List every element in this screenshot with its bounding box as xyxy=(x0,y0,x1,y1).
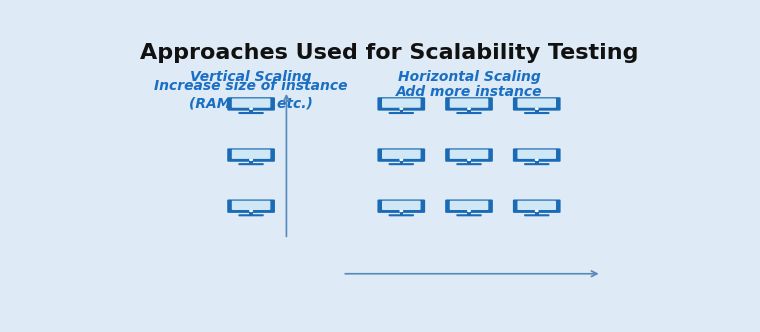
FancyBboxPatch shape xyxy=(513,148,561,162)
FancyBboxPatch shape xyxy=(232,201,271,210)
FancyBboxPatch shape xyxy=(518,201,556,210)
Text: Horizontal Scaling: Horizontal Scaling xyxy=(397,70,540,84)
FancyBboxPatch shape xyxy=(227,97,275,111)
FancyBboxPatch shape xyxy=(227,200,275,213)
FancyBboxPatch shape xyxy=(450,201,489,210)
Circle shape xyxy=(400,108,403,109)
Bar xyxy=(467,212,470,215)
FancyBboxPatch shape xyxy=(445,97,493,111)
FancyBboxPatch shape xyxy=(227,148,275,162)
Bar xyxy=(400,110,403,113)
FancyBboxPatch shape xyxy=(239,112,264,114)
FancyBboxPatch shape xyxy=(450,149,489,159)
FancyBboxPatch shape xyxy=(445,200,493,213)
FancyBboxPatch shape xyxy=(378,97,425,111)
FancyBboxPatch shape xyxy=(518,149,556,159)
FancyBboxPatch shape xyxy=(456,163,482,165)
Bar xyxy=(467,161,470,164)
FancyBboxPatch shape xyxy=(388,214,414,216)
Text: Add more instance: Add more instance xyxy=(396,85,543,99)
Bar xyxy=(249,110,253,113)
Circle shape xyxy=(536,159,538,160)
Circle shape xyxy=(467,210,470,211)
Circle shape xyxy=(536,108,538,109)
FancyBboxPatch shape xyxy=(382,149,420,159)
FancyBboxPatch shape xyxy=(388,112,414,114)
FancyBboxPatch shape xyxy=(232,149,271,159)
Text: Vertical Scaling: Vertical Scaling xyxy=(190,70,312,84)
FancyBboxPatch shape xyxy=(388,163,414,165)
Bar xyxy=(535,212,539,215)
FancyBboxPatch shape xyxy=(378,200,425,213)
Text: Approaches Used for Scalability Testing: Approaches Used for Scalability Testing xyxy=(141,42,638,63)
FancyBboxPatch shape xyxy=(524,112,549,114)
Circle shape xyxy=(250,210,252,211)
FancyBboxPatch shape xyxy=(524,163,549,165)
Bar xyxy=(400,161,403,164)
FancyBboxPatch shape xyxy=(445,148,493,162)
FancyBboxPatch shape xyxy=(382,201,420,210)
FancyBboxPatch shape xyxy=(456,214,482,216)
Text: Increase size of instance
(RAM, CPU etc.): Increase size of instance (RAM, CPU etc.… xyxy=(154,79,348,111)
Bar xyxy=(249,212,253,215)
Circle shape xyxy=(250,108,252,109)
FancyBboxPatch shape xyxy=(456,112,482,114)
FancyBboxPatch shape xyxy=(450,98,489,108)
FancyBboxPatch shape xyxy=(524,214,549,216)
FancyBboxPatch shape xyxy=(513,200,561,213)
FancyBboxPatch shape xyxy=(513,97,561,111)
Bar xyxy=(467,110,470,113)
Circle shape xyxy=(250,159,252,160)
FancyBboxPatch shape xyxy=(232,98,271,108)
FancyBboxPatch shape xyxy=(382,98,420,108)
Bar xyxy=(535,110,539,113)
Circle shape xyxy=(467,159,470,160)
FancyBboxPatch shape xyxy=(239,214,264,216)
Circle shape xyxy=(536,210,538,211)
Bar xyxy=(535,161,539,164)
Bar xyxy=(400,212,403,215)
Circle shape xyxy=(467,108,470,109)
Bar xyxy=(249,161,253,164)
FancyBboxPatch shape xyxy=(378,148,425,162)
Circle shape xyxy=(400,159,403,160)
FancyBboxPatch shape xyxy=(518,98,556,108)
Circle shape xyxy=(400,210,403,211)
FancyBboxPatch shape xyxy=(239,163,264,165)
